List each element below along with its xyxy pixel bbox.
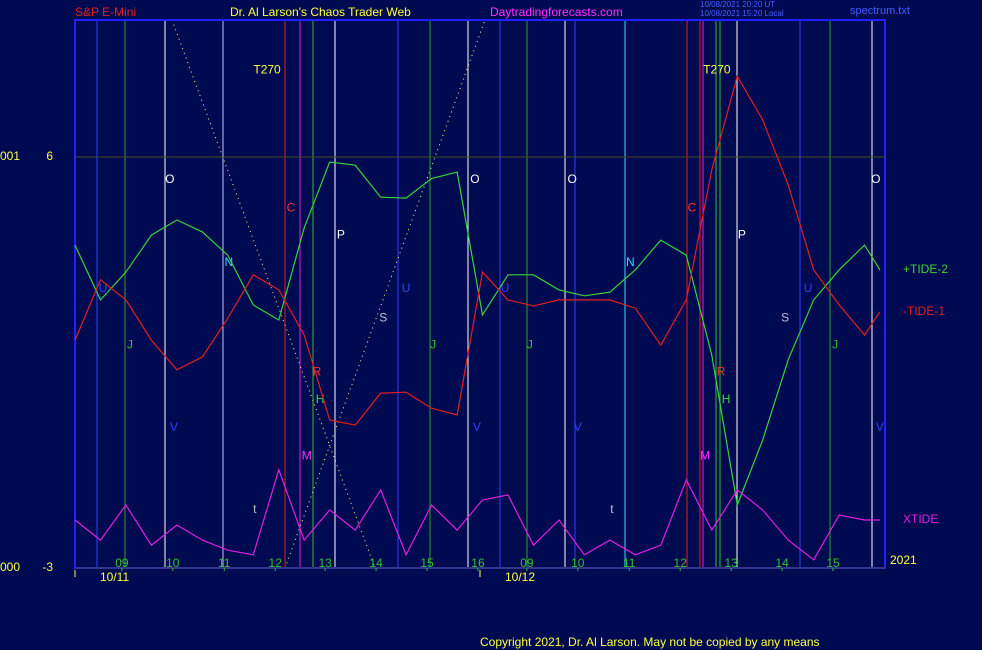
year-label: 2021 — [890, 553, 917, 567]
timestamp: 10/08/2021 15:20 Local — [700, 9, 784, 18]
cycle-marker: t — [610, 502, 614, 516]
x-tick-label: 10 — [166, 556, 180, 570]
x-tick-label: 13 — [724, 556, 738, 570]
cycle-marker: U — [501, 281, 510, 295]
cycle-marker: N — [626, 255, 635, 269]
x-tick-label: 09 — [115, 556, 129, 570]
cycle-marker: O — [470, 172, 479, 186]
cycle-marker: R — [313, 364, 322, 378]
cycle-marker: V — [574, 420, 582, 434]
cycle-marker: M — [700, 448, 710, 462]
date-label: 10/12 — [505, 570, 535, 584]
cycle-marker: R — [717, 364, 726, 378]
site-title: Dr. Al Larson's Chaos Trader Web — [230, 5, 411, 19]
cycle-marker: t — [253, 502, 257, 516]
legend-entry: XTIDE — [903, 512, 938, 526]
cycle-marker: H — [722, 392, 731, 406]
symbol: S&P E-Mini — [75, 5, 136, 19]
copyright: Copyright 2021, Dr. Al Larson. May not b… — [480, 635, 820, 649]
x-tick-label: 15 — [826, 556, 840, 570]
x-tick-label: 14 — [775, 556, 789, 570]
timestamp: 10/08/2021 20:20 UT — [700, 0, 775, 9]
series-line — [74, 467, 880, 561]
x-tick-label: 12 — [674, 556, 688, 570]
x-tick-label: 14 — [369, 556, 383, 570]
legend-entry: -TIDE-1 — [903, 304, 945, 318]
cycle-marker: J — [832, 337, 838, 351]
cycle-marker: U — [402, 281, 411, 295]
cycle-marker: O — [568, 172, 577, 186]
cycle-marker: V — [876, 420, 884, 434]
cycle-marker: J — [430, 337, 436, 351]
x-tick-label: 16 — [471, 556, 485, 570]
cycle-lines — [96, 20, 873, 568]
y-side-label: 001 — [0, 149, 20, 163]
cycle-marker: U — [99, 281, 108, 295]
legend-entry: +TIDE-2 — [903, 262, 948, 276]
date-label: 10/11 — [100, 570, 129, 584]
cycle-marker: S — [781, 310, 789, 324]
x-tick-label: 15 — [420, 556, 434, 570]
cycle-marker: M — [302, 448, 312, 462]
cycle-marker: T270 — [703, 62, 731, 76]
cycle-marker: P — [337, 227, 345, 241]
site-url: Daytradingforecasts.com — [490, 5, 623, 19]
cycle-marker: O — [165, 172, 174, 186]
cycle-marker: T270 — [253, 62, 281, 76]
x-tick-label: 11 — [218, 556, 231, 570]
cycle-marker: O — [871, 172, 880, 186]
y-side-label: 000 — [0, 560, 20, 574]
file-name: spectrum.txt — [850, 5, 910, 17]
cycle-marker: V — [473, 420, 481, 434]
x-tick-label: 10 — [571, 556, 585, 570]
cycle-marker: V — [170, 420, 178, 434]
cycle-marker: U — [804, 281, 813, 295]
y-tick-label: -3 — [42, 560, 53, 574]
x-tick-label: 12 — [269, 556, 283, 570]
y-tick-label: 6 — [46, 149, 53, 163]
cycle-marker: C — [688, 200, 697, 214]
cycle-marker: J — [527, 337, 533, 351]
series-line — [74, 74, 881, 426]
x-tick-label: 13 — [318, 556, 332, 570]
cycle-marker: C — [287, 200, 296, 214]
cycle-marker: S — [379, 310, 387, 324]
cycle-marker: N — [225, 255, 234, 269]
cycle-marker: P — [738, 227, 746, 241]
x-tick-label: 11 — [623, 556, 636, 570]
series-line — [74, 161, 881, 508]
cycle-marker: J — [127, 337, 133, 351]
x-tick-label: 09 — [520, 556, 534, 570]
cycle-marker: H — [316, 392, 325, 406]
